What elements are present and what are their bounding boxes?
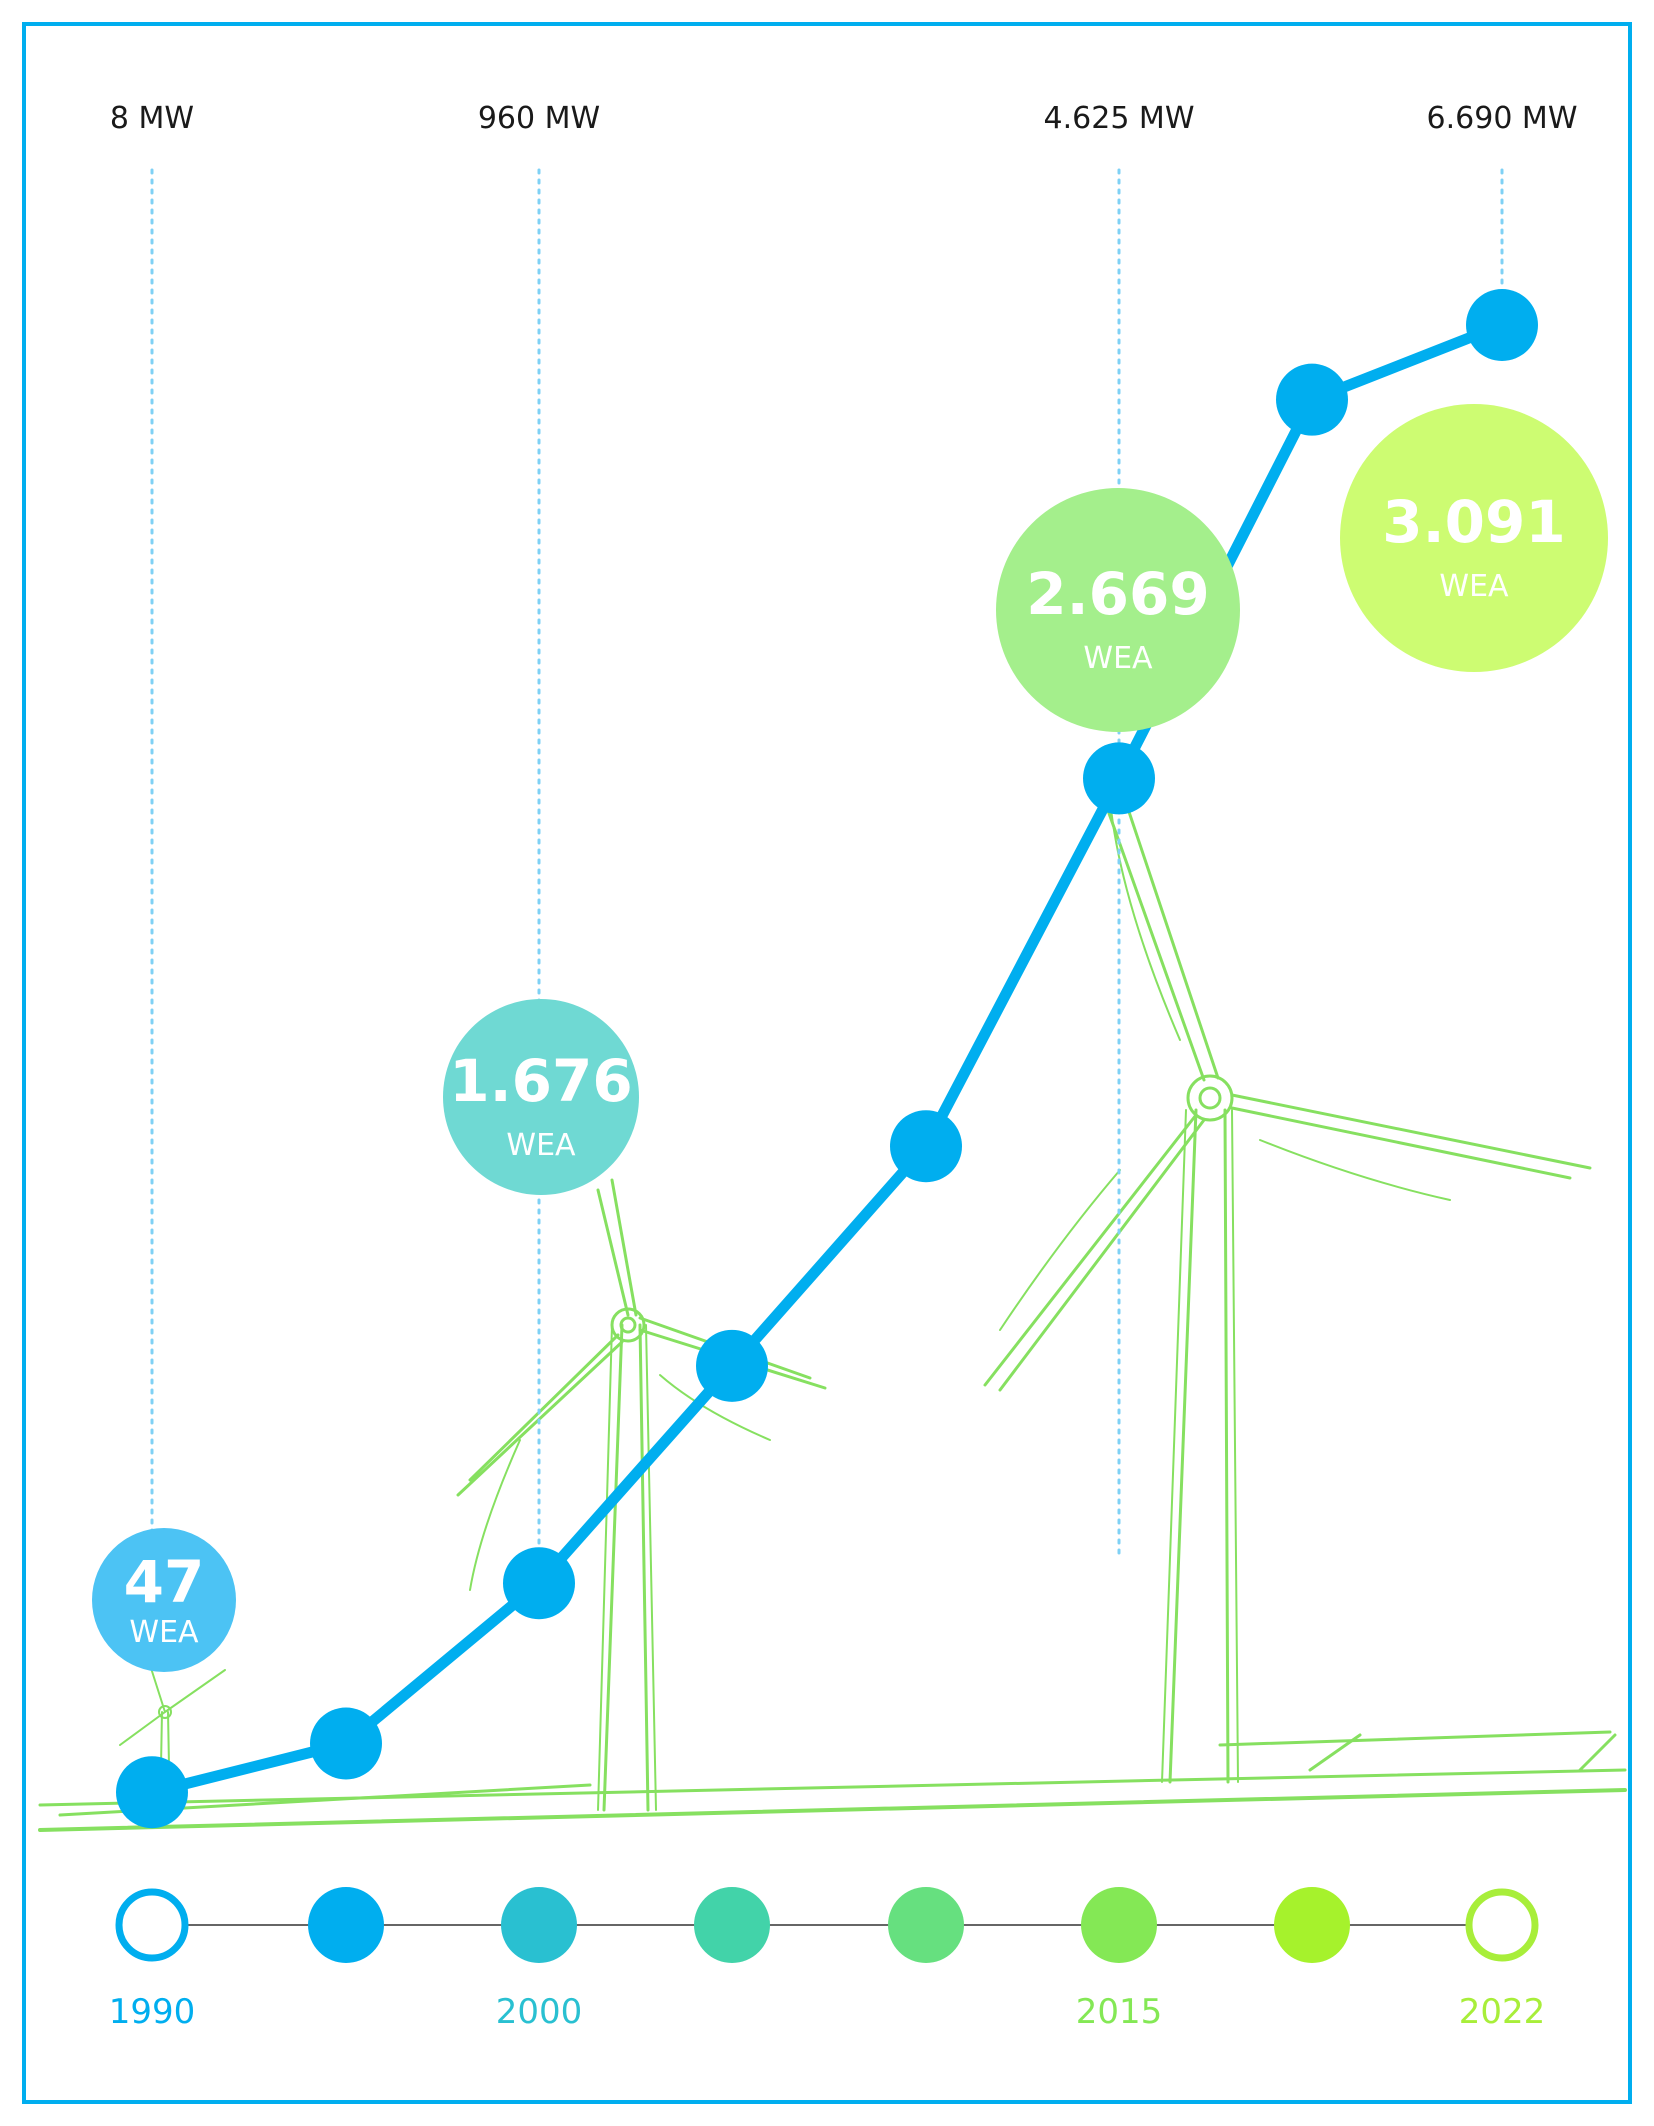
timeline-marker-2015	[1081, 1887, 1157, 1963]
bubble-count-2022: 3.091	[1382, 488, 1565, 556]
timeline-marker-2019	[1274, 1887, 1350, 1963]
capacity-line	[150, 319, 1505, 1798]
timeline-marker-1995	[308, 1887, 384, 1963]
year-label-2000: 2000	[496, 1992, 583, 2032]
timeline-marker-2010	[888, 1887, 964, 1963]
dotted-guide-lines	[150, 168, 1504, 1562]
year-label-2015: 2015	[1076, 1992, 1163, 2032]
data-point-1995	[310, 1707, 382, 1780]
capacity-labels: 8 MW 960 MW 4.625 MW 6.690 MW	[110, 101, 1578, 136]
timeline: 1990 2000 2015 2022	[109, 1887, 1546, 2032]
capacity-label-2015: 4.625 MW	[1044, 101, 1195, 136]
bubble-circle-2015	[996, 488, 1240, 732]
data-point-2019	[1276, 363, 1348, 436]
bubble-2015: 2.669 WEA	[996, 488, 1240, 732]
bubble-unit-2000: WEA	[506, 1128, 576, 1163]
bubble-count-1990: 47	[124, 1548, 205, 1616]
wind-turbine-sketch-illustration	[38, 753, 1627, 1832]
data-point-2005	[696, 1329, 768, 1402]
timeline-marker-1990	[115, 1888, 189, 1962]
bubble-unit-1990: WEA	[129, 1615, 199, 1650]
timeline-marker-2022	[1465, 1888, 1539, 1962]
year-label-1990: 1990	[109, 1992, 196, 2032]
capacity-label-2022: 6.690 MW	[1427, 101, 1578, 136]
bubble-circle-2022	[1340, 404, 1608, 672]
timeline-marker-2000	[501, 1887, 577, 1963]
bubble-circle-2000	[443, 999, 639, 1195]
data-point-2000	[503, 1547, 575, 1620]
bubble-count-2000: 1.676	[449, 1047, 632, 1115]
data-point-1990	[116, 1756, 188, 1829]
large-turbine-sketch	[983, 753, 1592, 1784]
bubble-unit-2015: WEA	[1083, 641, 1153, 676]
medium-turbine-sketch	[456, 1178, 827, 1812]
bubble-2022: 3.091 WEA	[1340, 404, 1608, 672]
data-point-2015	[1083, 742, 1155, 815]
bubble-unit-2022: WEA	[1439, 569, 1509, 604]
capacity-series	[116, 289, 1538, 1829]
bubble-count-2015: 2.669	[1026, 560, 1209, 628]
capacity-label-2000: 960 MW	[478, 101, 600, 136]
timeline-marker-2005	[694, 1887, 770, 1963]
bubble-circle-1990	[92, 1528, 236, 1672]
bubble-2000: 1.676 WEA	[443, 999, 639, 1195]
frame-border	[22, 22, 1632, 2104]
data-point-2010	[890, 1110, 962, 1183]
capacity-label-1990: 8 MW	[110, 101, 194, 136]
year-label-2022: 2022	[1459, 1992, 1546, 2032]
data-point-2022	[1466, 289, 1538, 361]
